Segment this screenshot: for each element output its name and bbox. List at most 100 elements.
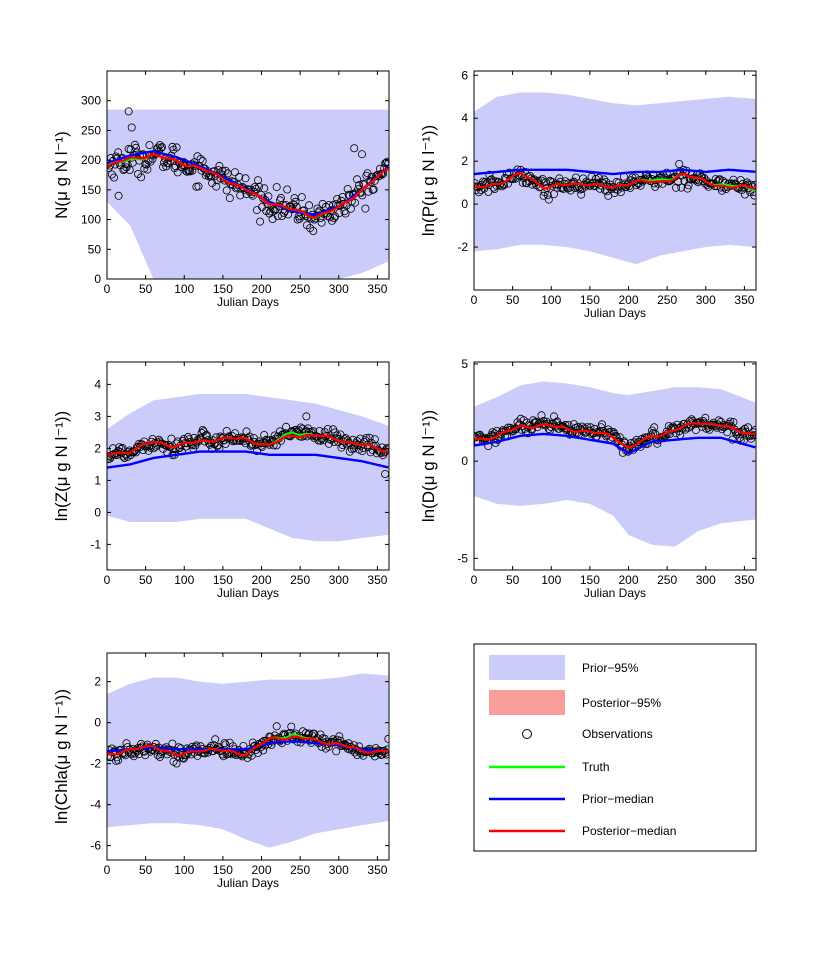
y-tick-label: 2 [461, 154, 468, 168]
x-tick-label: 200 [252, 863, 272, 877]
observation-marker [330, 214, 339, 223]
y-tick-label: -2 [457, 240, 468, 254]
observation-marker [350, 144, 359, 153]
observation-marker [146, 443, 155, 452]
legend: Prior−95% Posterior−95% Observations Tru… [473, 643, 757, 852]
observation-marker [350, 198, 359, 207]
y-tick-label: 0 [94, 272, 101, 286]
observation-marker [302, 412, 311, 421]
observation-marker [202, 431, 211, 440]
observation-marker [537, 411, 546, 420]
panel-n: 0 50 100 150 200 250 300 350 0 50 100 150 200 250 300 J… [52, 70, 390, 309]
observation-marker [335, 732, 344, 741]
prior-median-line [474, 168, 756, 176]
observation-marker [341, 209, 350, 218]
y-tick-label: 0 [461, 197, 468, 211]
axes-frame [473, 361, 757, 571]
legend-prior95-swatch [489, 655, 565, 680]
observation-marker [305, 201, 314, 210]
legend-entry-prior95: Prior−95% [489, 655, 639, 680]
y-axis-label: ln(D(μ g N l⁻¹)) [419, 410, 438, 522]
observation-marker [316, 436, 325, 445]
prior-95-band [107, 109, 389, 279]
x-tick-label: 350 [734, 293, 754, 307]
x-tick-label: 350 [367, 573, 387, 587]
observation-marker [222, 186, 231, 195]
panel-z: 0 50 100 150 200 250 300 350 -1 0 1 2 3 4 Julian Days l… [52, 361, 390, 600]
observation-marker [317, 218, 326, 227]
x-tick-label: 50 [506, 293, 520, 307]
observation-marker [127, 447, 136, 456]
observation-marker [595, 427, 604, 436]
legend-posterior-median-label: Posterior−median [582, 824, 676, 838]
x-tick-label: 100 [174, 863, 194, 877]
observation-marker [193, 152, 202, 161]
x-tick-label: 0 [104, 863, 111, 877]
posterior-median-line [474, 422, 756, 450]
observation-marker [250, 182, 259, 191]
y-tick-label: -6 [90, 839, 101, 853]
x-tick-label: 100 [541, 573, 561, 587]
y-axis-label: ln(Chla(μ g N l⁻¹)) [52, 689, 71, 824]
prior-95-band [474, 92, 756, 265]
y-tick-label: 0 [94, 716, 101, 730]
observation-marker [364, 187, 373, 196]
y-tick-label: 200 [81, 153, 101, 167]
x-tick-label: 250 [290, 573, 310, 587]
observation-marker [172, 143, 181, 152]
observation-marker [127, 123, 136, 132]
observation-marker [267, 740, 276, 749]
x-axis-label: Julian Days [584, 586, 646, 600]
observation-marker [740, 190, 749, 199]
observation-marker [241, 174, 250, 183]
observation-marker [302, 221, 311, 230]
x-tick-label: 250 [657, 293, 677, 307]
y-tick-label: -4 [90, 798, 101, 812]
observation-marker [114, 148, 123, 157]
observation-marker [174, 743, 183, 752]
y-tick-label: 4 [461, 111, 468, 125]
observation-marker [269, 205, 278, 214]
observation-marker [366, 178, 375, 187]
observation-marker [315, 426, 324, 435]
observation-marker [220, 739, 229, 748]
observation-marker [474, 188, 483, 197]
axes-frame [473, 70, 757, 291]
y-tick-label: 1 [94, 473, 101, 487]
observation-marker [119, 165, 128, 174]
x-tick-label: 250 [657, 573, 677, 587]
observation-marker [701, 413, 710, 422]
observation-marker [239, 183, 248, 192]
observation-marker [376, 448, 385, 457]
observation-marker [539, 191, 548, 200]
observation-marker [221, 166, 230, 175]
x-tick-label: 350 [367, 863, 387, 877]
observation-marker [268, 214, 277, 223]
observation-marker [751, 180, 756, 189]
x-tick-label: 50 [139, 282, 153, 296]
y-tick-label: 3 [94, 409, 101, 423]
observation-marker [259, 194, 268, 203]
panel-p: 0 50 100 150 200 250 300 350 -2 0 2 4 6 Julian Days ln… [419, 68, 757, 320]
x-tick-label: 150 [213, 282, 233, 296]
legend-prior95-label: Prior−95% [582, 661, 639, 675]
observation-marker [353, 175, 362, 184]
observation-marker [591, 174, 600, 183]
observation-marker [273, 212, 282, 221]
x-axis-label: Julian Days [217, 295, 279, 309]
observation-marker [369, 185, 378, 194]
panel-chla: 0 50 100 150 200 250 300 350 -6 -4 -2 0 2 Julian Days… [52, 652, 390, 890]
observation-marker [370, 435, 379, 444]
x-tick-label: 150 [213, 573, 233, 587]
observation-marker [211, 735, 220, 744]
observation-marker [750, 191, 756, 200]
observation-marker [615, 433, 624, 442]
observation-marker [283, 185, 292, 194]
observation-marker [383, 745, 389, 754]
observation-marker [384, 445, 389, 454]
x-tick-label: 50 [139, 863, 153, 877]
observation-marker [309, 226, 318, 235]
y-tick-label: 250 [81, 123, 101, 137]
observation-marker [543, 191, 552, 200]
